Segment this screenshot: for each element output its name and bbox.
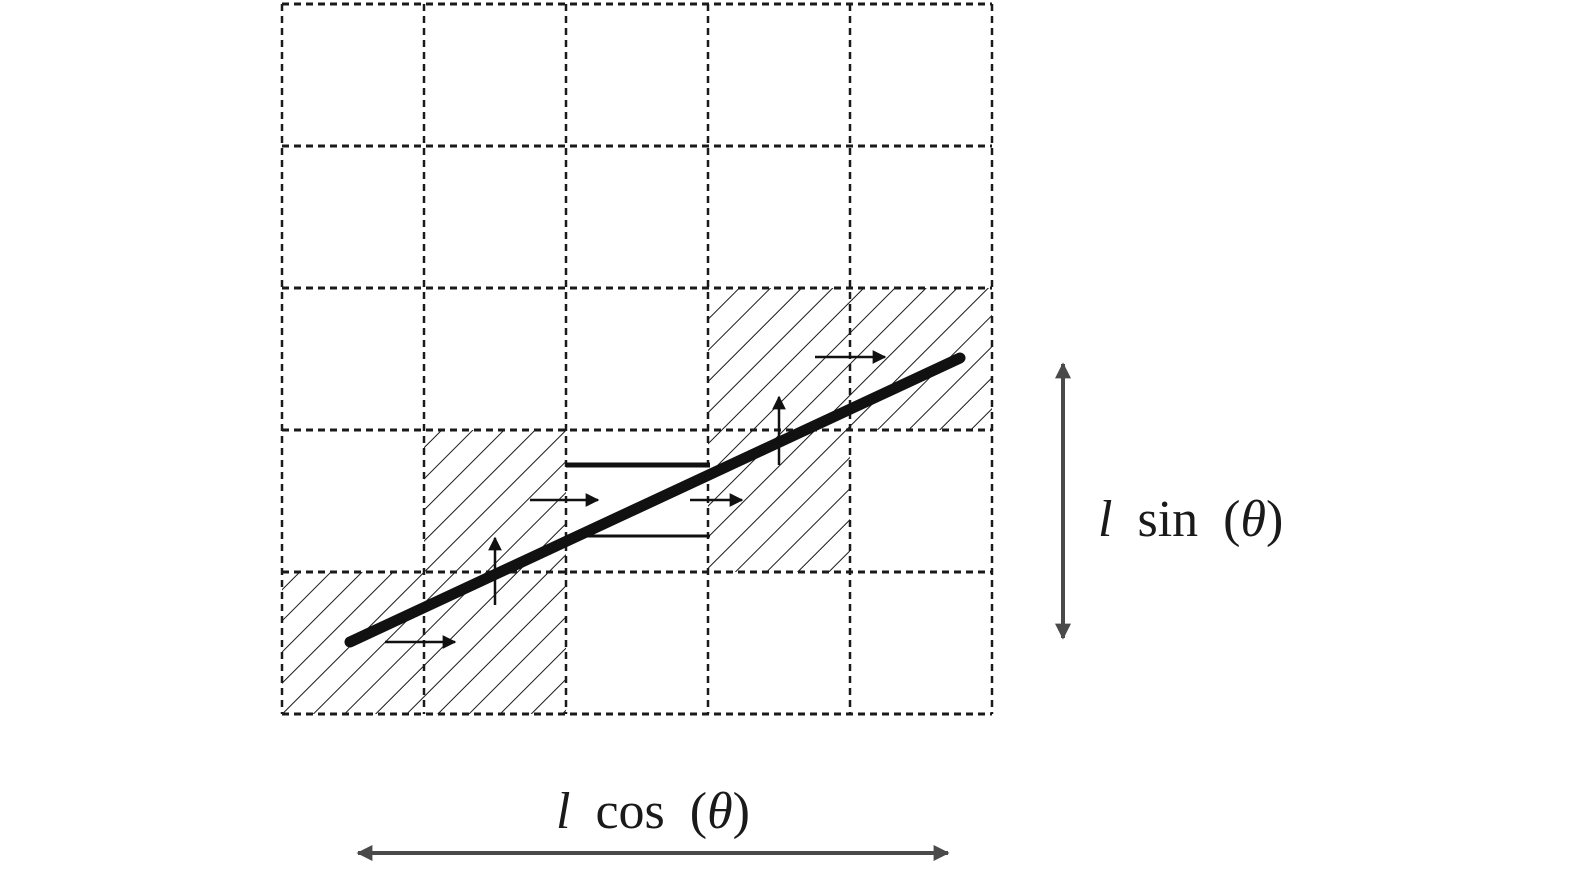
horizontal-label-close: ) — [733, 783, 750, 840]
main-ray — [344, 352, 966, 648]
vertical-label-arg: θ — [1240, 491, 1266, 548]
horizontal-label-var: l — [556, 783, 570, 840]
vertical-label-var: l — [1098, 491, 1112, 548]
horizontal-dimension-label: l cos (θ) — [556, 783, 750, 840]
vertical-label-open: ( — [1223, 491, 1240, 548]
vertical-dimension-label: l sin (θ) — [1098, 491, 1283, 548]
hatched-cells — [282, 288, 992, 714]
vertical-label-close: ) — [1266, 491, 1283, 548]
hatched-cell-r2-c4 — [850, 288, 992, 430]
horizontal-label-arg: θ — [707, 783, 733, 840]
dashed-grid — [280, 2, 994, 716]
horizontal-label-open: ( — [690, 783, 707, 840]
vertical-label-func: sin — [1137, 491, 1198, 548]
horizontal-label-func: cos — [595, 783, 664, 840]
